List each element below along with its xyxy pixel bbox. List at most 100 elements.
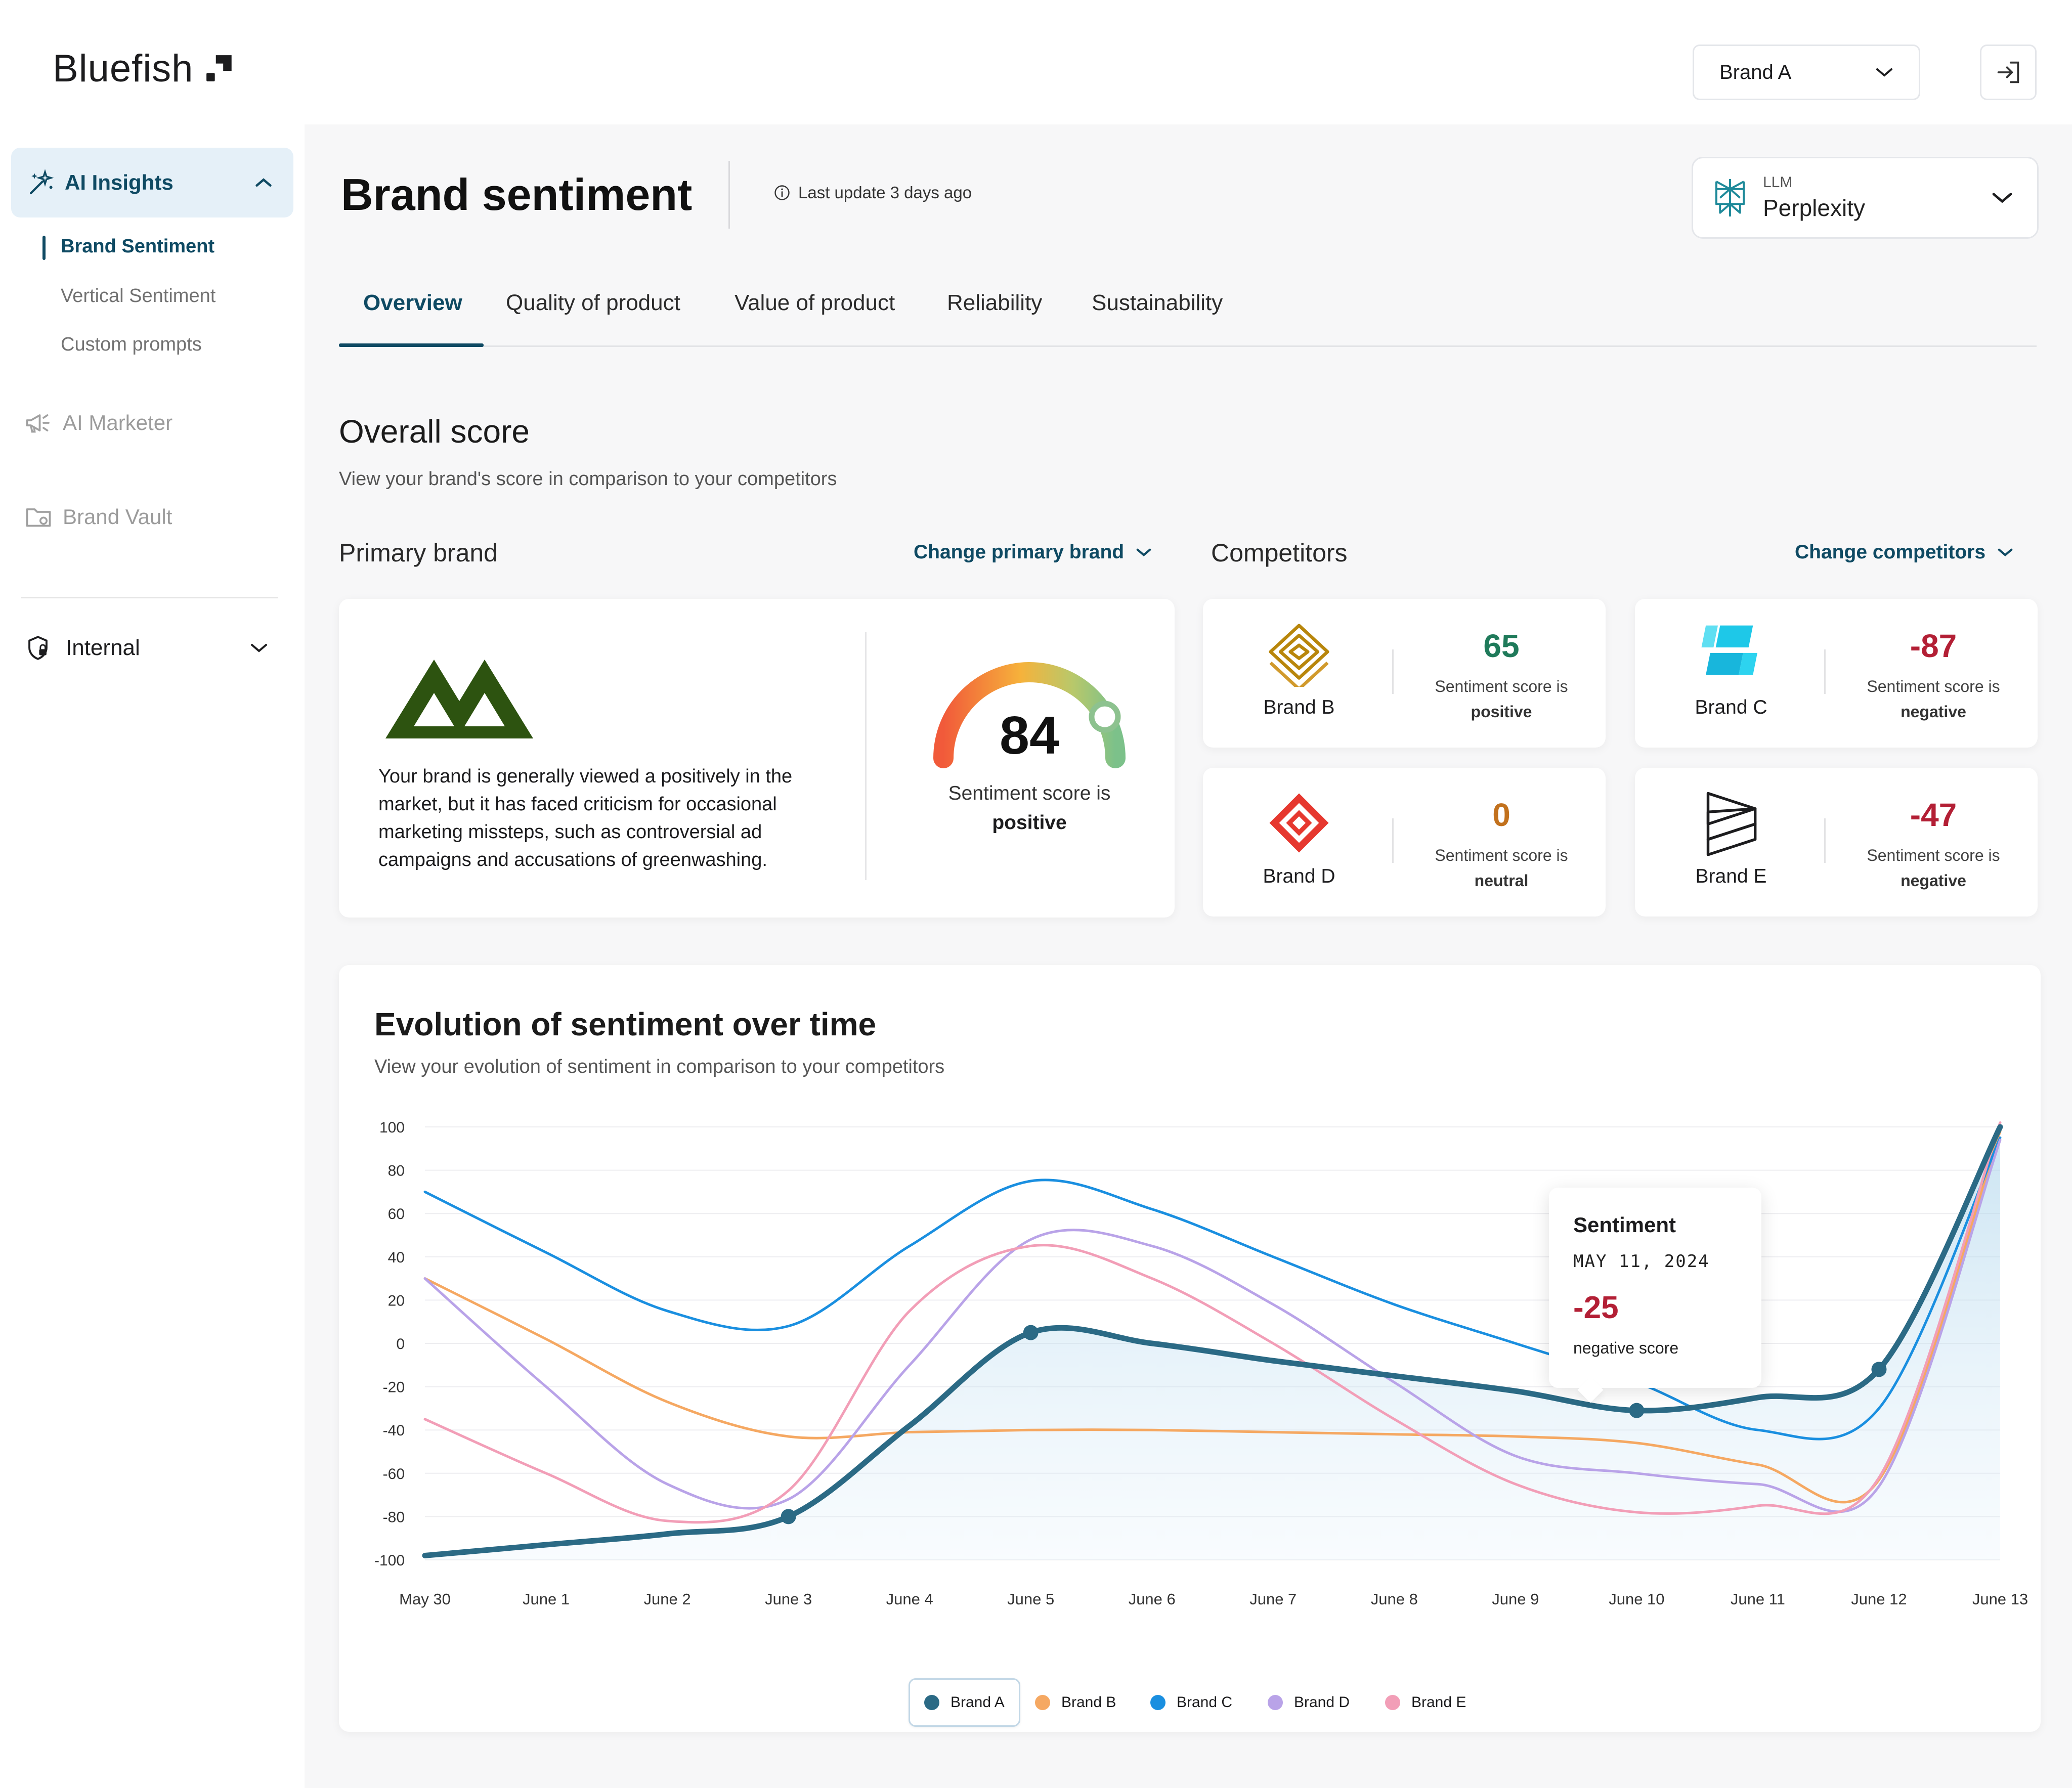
data-point-marker bbox=[1871, 1362, 1887, 1377]
last-update: Last update 3 days ago bbox=[773, 183, 972, 202]
tooltip-value: -25 bbox=[1573, 1290, 1619, 1325]
card-divider bbox=[1824, 818, 1826, 863]
y-tick-label: -20 bbox=[383, 1379, 405, 1396]
competitor-score-label: Sentiment score is neutral bbox=[1405, 843, 1598, 893]
llm-value: Perplexity bbox=[1763, 195, 1865, 221]
primary-brand-label: Primary brand bbox=[339, 539, 498, 567]
folder-gear-icon bbox=[26, 508, 51, 527]
sidebar-divider bbox=[21, 597, 278, 598]
legend-label: Brand D bbox=[1294, 1694, 1350, 1711]
sparkles-icon bbox=[29, 169, 54, 195]
tab-quality-of-product[interactable]: Quality of product bbox=[506, 290, 680, 315]
score-prefix: Sentiment score is bbox=[1435, 846, 1568, 864]
score-prefix: Sentiment score is bbox=[1867, 677, 2000, 695]
legend-item-brand-c[interactable]: Brand C bbox=[1150, 1678, 1232, 1727]
gauge-knob bbox=[1089, 701, 1121, 733]
tab-reliability[interactable]: Reliability bbox=[947, 290, 1043, 315]
llm-select[interactable]: LLM Perplexity bbox=[1692, 157, 2039, 239]
competitor-name: Brand E bbox=[1695, 865, 1767, 887]
x-tick-label: June 5 bbox=[1007, 1590, 1054, 1608]
data-point-marker bbox=[1023, 1325, 1039, 1340]
chart-subtitle: View your evolution of sentiment in comp… bbox=[374, 1056, 945, 1077]
logout-button[interactable] bbox=[1980, 45, 2037, 100]
legend-item-brand-b[interactable]: Brand B bbox=[1035, 1678, 1116, 1727]
data-point-marker bbox=[781, 1509, 796, 1524]
chevron-up-icon[interactable] bbox=[252, 171, 275, 194]
change-competitors-link[interactable]: Change competitors bbox=[1795, 541, 2016, 563]
chart-title: Evolution of sentiment over time bbox=[374, 1006, 877, 1042]
sidebar-item-label: AI Insights bbox=[65, 170, 174, 194]
legend-label: Brand B bbox=[1061, 1694, 1116, 1711]
competitor-score: 65 bbox=[1483, 628, 1520, 664]
x-tick-label: June 6 bbox=[1129, 1590, 1176, 1608]
legend-dot bbox=[1150, 1695, 1166, 1710]
overall-score-title: Overall score bbox=[339, 413, 530, 450]
x-tick-label: June 11 bbox=[1731, 1590, 1785, 1608]
legend-item-brand-a[interactable]: Brand A bbox=[909, 1678, 1020, 1727]
legend-dot bbox=[1035, 1695, 1050, 1710]
change-primary-label: Change primary brand bbox=[914, 541, 1125, 563]
shield-lock-icon bbox=[28, 636, 48, 660]
change-primary-brand-link[interactable]: Change primary brand bbox=[914, 541, 1154, 563]
competitor-card-brand-b: Brand B 65 Sentiment score is positive bbox=[1203, 599, 1606, 748]
y-tick-label: -60 bbox=[383, 1466, 405, 1482]
y-tick-label: 40 bbox=[388, 1249, 405, 1266]
tab-sustainability[interactable]: Sustainability bbox=[1092, 290, 1223, 315]
competitor-name: Brand B bbox=[1263, 696, 1335, 718]
series-line-brand-d bbox=[423, 1139, 2002, 1513]
x-tick-label: June 10 bbox=[1609, 1590, 1664, 1608]
chevron-down-icon bbox=[1992, 193, 2012, 203]
legend-dot bbox=[1385, 1695, 1400, 1710]
competitors-label: Competitors bbox=[1211, 539, 1348, 567]
series-area-brand-a bbox=[425, 1127, 2000, 1560]
sidebar-item-internal[interactable]: Internal bbox=[23, 633, 271, 663]
y-tick-label: -40 bbox=[383, 1422, 405, 1439]
active-tab-indicator bbox=[339, 343, 484, 347]
brand-select[interactable]: Brand A bbox=[1693, 45, 1920, 100]
tab-overview[interactable]: Overview bbox=[363, 290, 462, 315]
x-tick-label: June 12 bbox=[1851, 1590, 1907, 1608]
y-tick-label: -80 bbox=[383, 1509, 405, 1525]
change-competitors-label: Change competitors bbox=[1795, 541, 1986, 563]
y-tick-label: -100 bbox=[374, 1552, 405, 1569]
megaphone-icon bbox=[26, 414, 50, 433]
title-divider bbox=[728, 161, 730, 229]
sidebar-item-label: Brand Vault bbox=[63, 505, 172, 529]
red-diamond-icon bbox=[1268, 792, 1330, 854]
perplexity-icon bbox=[1715, 179, 1745, 216]
primary-brand-card: Your brand is generally viewed a positiv… bbox=[339, 599, 1175, 918]
mountain-logo-icon bbox=[385, 660, 533, 738]
score-word: negative bbox=[1901, 871, 1966, 890]
score-word: neutral bbox=[1474, 871, 1529, 890]
info-icon bbox=[774, 185, 790, 200]
sidebar: AI Insights Brand Sentiment Vertical Sen… bbox=[0, 124, 305, 1788]
sidebar-item-brand-sentiment[interactable]: Brand Sentiment bbox=[61, 236, 215, 257]
tooltip-date: MAY 11, 2024 bbox=[1573, 1251, 1710, 1272]
chevron-down-icon bbox=[1876, 68, 1892, 77]
score-word: negative bbox=[1901, 703, 1966, 721]
data-point-marker bbox=[1629, 1403, 1645, 1418]
y-tick-label: 60 bbox=[388, 1206, 405, 1223]
cyan-tiles-icon bbox=[1701, 625, 1757, 675]
ribbon-icon bbox=[1706, 792, 1757, 856]
chart-legend: Brand A Brand B Brand C Brand D Brand E bbox=[339, 1673, 2041, 1727]
card-divider bbox=[865, 632, 867, 880]
sidebar-item-brand-vault[interactable]: Brand Vault bbox=[23, 502, 172, 532]
sidebar-item-ai-marketer[interactable]: AI Marketer bbox=[23, 408, 172, 438]
competitor-name: Brand C bbox=[1695, 696, 1767, 718]
chevron-down-icon[interactable] bbox=[247, 636, 271, 660]
legend-item-brand-d[interactable]: Brand D bbox=[1268, 1678, 1350, 1727]
x-tick-label: June 2 bbox=[644, 1590, 691, 1608]
sidebar-item-custom-prompts[interactable]: Custom prompts bbox=[61, 334, 202, 355]
app-logo[interactable]: Bluefish bbox=[53, 47, 236, 91]
competitor-score-label: Sentiment score is negative bbox=[1837, 843, 2030, 893]
series-line-brand-b bbox=[423, 1130, 2002, 1504]
llm-label: LLM bbox=[1763, 174, 1793, 191]
sidebar-item-ai-insights[interactable]: AI Insights bbox=[11, 148, 293, 217]
main-content: Brand sentiment Last update 3 days ago L… bbox=[305, 124, 2072, 1788]
sidebar-item-vertical-sentiment[interactable]: Vertical Sentiment bbox=[61, 285, 216, 307]
legend-dot bbox=[924, 1695, 939, 1710]
tab-value-of-product[interactable]: Value of product bbox=[735, 290, 895, 315]
sidebar-item-label: Internal bbox=[66, 635, 140, 660]
legend-item-brand-e[interactable]: Brand E bbox=[1385, 1678, 1466, 1727]
